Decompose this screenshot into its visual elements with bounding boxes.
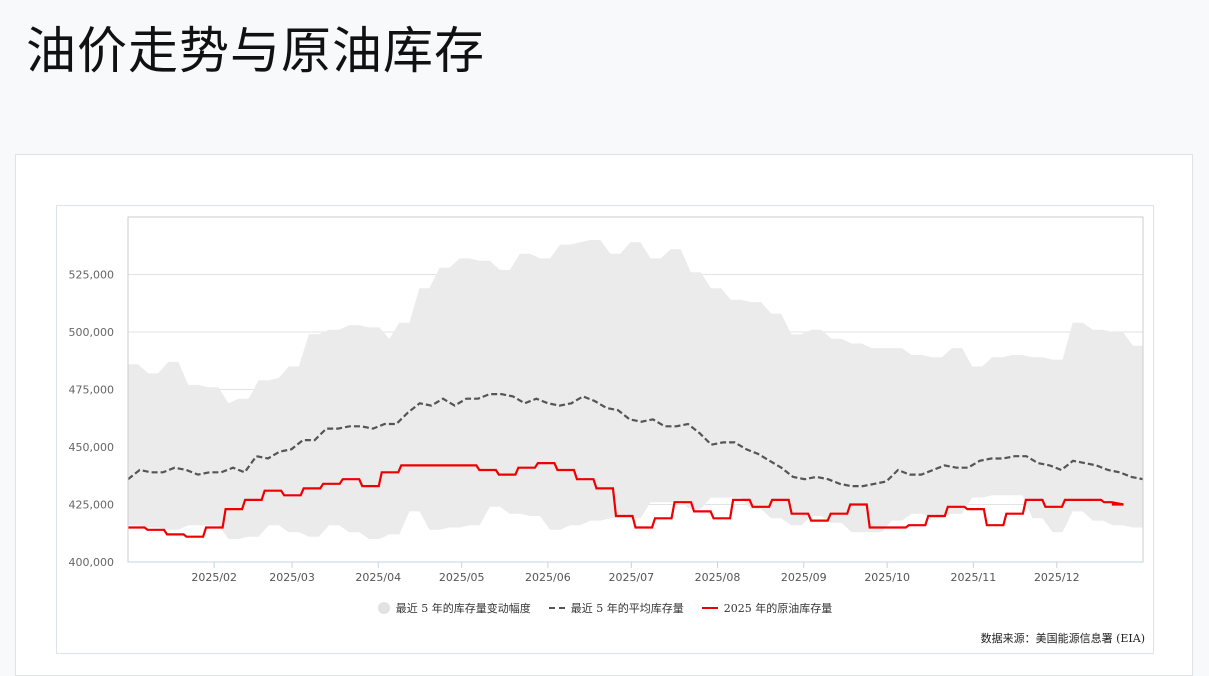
legend: 最近 5 年的库存量变动幅度 最近 5 年的平均库存量 2025 年的原油库存量 — [57, 600, 1153, 616]
svg-text:425,000: 425,000 — [69, 499, 115, 512]
legend-item-average[interactable]: 最近 5 年的平均库存量 — [548, 600, 684, 616]
svg-text:2025/06: 2025/06 — [525, 571, 571, 584]
svg-text:475,000: 475,000 — [69, 384, 115, 397]
svg-text:2025/03: 2025/03 — [269, 571, 315, 584]
svg-text:2025/02: 2025/02 — [191, 571, 237, 584]
svg-text:450,000: 450,000 — [69, 441, 115, 454]
data-source-note: 数据来源：美国能源信息署 (EIA) — [980, 632, 1145, 645]
svg-text:2025/09: 2025/09 — [781, 571, 827, 584]
svg-text:2025/12: 2025/12 — [1034, 571, 1080, 584]
legend-label-current: 2025 年的原油库存量 — [723, 602, 833, 615]
svg-text:2025/08: 2025/08 — [695, 571, 741, 584]
five-year-average-line — [127, 393, 1144, 488]
svg-text:400,000: 400,000 — [69, 556, 115, 569]
range-swatch-icon — [377, 602, 390, 614]
svg-text:525,000: 525,000 — [69, 269, 115, 282]
chart-container: 400,000 425,000 450,000 475,000 500,000 525,0… — [56, 205, 1154, 654]
chart-card: 400,000 425,000 450,000 475,000 500,000 525,0… — [15, 154, 1193, 676]
svg-text:2025/10: 2025/10 — [864, 571, 910, 584]
svg-text:2025/07: 2025/07 — [608, 571, 654, 584]
legend-item-range[interactable]: 最近 5 年的库存量变动幅度 — [377, 600, 531, 616]
svg-text:2025/04: 2025/04 — [355, 571, 401, 584]
svg-text:2025/11: 2025/11 — [951, 571, 997, 584]
svg-text:2025/05: 2025/05 — [439, 571, 485, 584]
dashed-line-swatch-icon — [548, 607, 565, 609]
five-year-range-band — [128, 240, 1143, 539]
legend-label-range: 最近 5 年的库存量变动幅度 — [395, 602, 531, 615]
legend-label-average: 最近 5 年的平均库存量 — [570, 602, 684, 615]
current-year-line — [128, 462, 1124, 538]
page-title: 油价走势与原油库存 — [26, 22, 485, 80]
svg-text:500,000: 500,000 — [69, 326, 115, 339]
axes: 400,000 425,000 450,000 475,000 500,000 525,0… — [69, 216, 1144, 584]
red-line-swatch-icon — [701, 607, 718, 609]
legend-item-current[interactable]: 2025 年的原油库存量 — [701, 600, 833, 616]
inventory-chart: 400,000 425,000 450,000 475,000 500,000 525,0… — [69, 216, 1144, 584]
